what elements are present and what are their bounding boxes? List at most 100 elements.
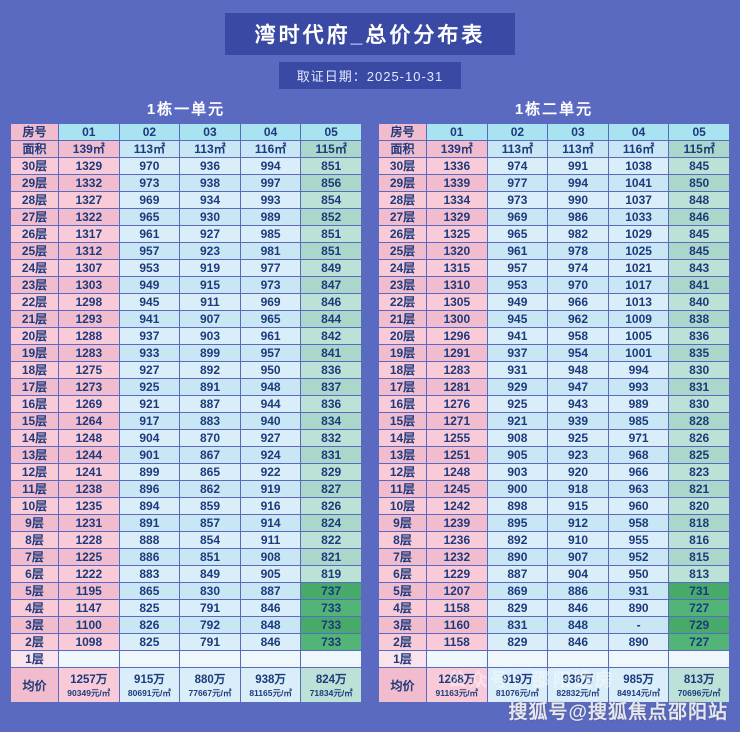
price-cell: 1327 <box>59 192 119 208</box>
price-cell: 1009 <box>608 311 669 327</box>
price-cell: 966 <box>608 464 669 480</box>
price-cell: 903 <box>487 464 548 480</box>
average-total: 936万 <box>562 674 594 686</box>
price-cell: 1242 <box>427 498 487 514</box>
floor-label: 18层 <box>379 362 426 378</box>
price-cell: 973 <box>240 277 301 293</box>
floor-label: 16层 <box>379 396 426 412</box>
average-unit-price: 90349元/㎡ <box>67 688 111 698</box>
price-cell: 1255 <box>427 430 487 446</box>
price-cell: 887 <box>487 566 548 582</box>
price-cell: 1305 <box>427 294 487 310</box>
price-cell: 1339 <box>427 175 487 191</box>
price-cell: 973 <box>487 192 548 208</box>
floor-label: 2层 <box>379 634 426 650</box>
price-cell: 1336 <box>427 158 487 174</box>
area-value: 113㎡ <box>487 141 548 157</box>
room-corner-label: 房号 <box>11 124 58 140</box>
price-cell: 923 <box>180 243 240 259</box>
price-cell: 929 <box>487 379 548 395</box>
floor-label: 13层 <box>11 447 58 463</box>
price-cell: 907 <box>548 549 608 565</box>
floor-label: 19层 <box>379 345 426 361</box>
price-table-unit2: 房号 01 02 03 04 05 面积 139㎡ 113㎡ 113㎡ 116㎡ 115㎡ 30层 133… <box>378 123 730 703</box>
price-cell: 945 <box>119 294 180 310</box>
price-cell: 1158 <box>427 634 487 650</box>
price-cell: 836 <box>669 328 729 344</box>
price-cell <box>427 651 487 667</box>
price-cell: 920 <box>548 464 608 480</box>
price-cell: 733 <box>301 617 361 633</box>
price-cell: 890 <box>487 549 548 565</box>
price-cell: 1283 <box>59 345 119 361</box>
price-cell: 883 <box>180 413 240 429</box>
average-total: 824万 <box>315 674 347 686</box>
price-cell: 981 <box>240 243 301 259</box>
price-cell: 895 <box>487 515 548 531</box>
floor-label: 23层 <box>11 277 58 293</box>
price-cell: 971 <box>608 430 669 446</box>
price-cell: 827 <box>301 481 361 497</box>
price-cell: 948 <box>548 362 608 378</box>
average-unit-price: 81165元/㎡ <box>249 688 292 698</box>
header: 湾时代府_总价分布表 <box>0 0 740 55</box>
average-unit-price: 91163元/㎡ <box>435 688 479 698</box>
price-cell: 894 <box>119 498 180 514</box>
price-cell: 1098 <box>59 634 119 650</box>
price-cell: 985 <box>240 226 301 242</box>
price-cell: 832 <box>301 430 361 446</box>
price-cell: 985 <box>608 413 669 429</box>
price-cell: 921 <box>487 413 548 429</box>
price-cell: 994 <box>548 175 608 191</box>
price-cell: 1229 <box>427 566 487 582</box>
price-cell: 994 <box>608 362 669 378</box>
price-cell: 1041 <box>608 175 669 191</box>
price-cell: 977 <box>487 175 548 191</box>
price-cell: 912 <box>548 515 608 531</box>
price-cell: 892 <box>180 362 240 378</box>
price-cell: 901 <box>119 447 180 463</box>
price-cell: 865 <box>119 583 180 599</box>
floor-label: 21层 <box>379 311 426 327</box>
price-cell <box>301 651 361 667</box>
average-unit-price: 70696元/㎡ <box>677 688 721 698</box>
price-cell: 937 <box>487 345 548 361</box>
price-cell: 950 <box>240 362 301 378</box>
floor-label: 2层 <box>11 634 58 650</box>
price-cell: 957 <box>487 260 548 276</box>
price-cell: 962 <box>548 311 608 327</box>
price-cell: 733 <box>301 634 361 650</box>
price-cell: 947 <box>548 379 608 395</box>
price-cell: 1021 <box>608 260 669 276</box>
floor-label: 14层 <box>11 430 58 446</box>
price-cell: 960 <box>608 498 669 514</box>
floor-label: 26层 <box>11 226 58 242</box>
price-cell: 1001 <box>608 345 669 361</box>
price-cell: 922 <box>240 464 301 480</box>
average-cell: 938万 81165元/㎡ <box>240 668 301 702</box>
room-number-header: 02 <box>119 124 180 140</box>
price-cell: 1248 <box>59 430 119 446</box>
price-cell: 848 <box>669 192 729 208</box>
price-cell: 845 <box>669 243 729 259</box>
floor-label: 22层 <box>11 294 58 310</box>
price-cell: 994 <box>240 158 301 174</box>
price-cell: 1244 <box>59 447 119 463</box>
floor-label: 17层 <box>379 379 426 395</box>
floor-label: 12层 <box>11 464 58 480</box>
price-cell: 815 <box>669 549 729 565</box>
price-cell: 845 <box>669 158 729 174</box>
price-cell: 910 <box>548 532 608 548</box>
price-cell: 898 <box>487 498 548 514</box>
unit-title-1: 1栋一单元 <box>146 101 226 118</box>
price-cell: 974 <box>487 158 548 174</box>
price-cell: 887 <box>240 583 301 599</box>
floor-label: 3层 <box>11 617 58 633</box>
floor-label: 9层 <box>11 515 58 531</box>
price-cell <box>608 651 669 667</box>
area-value: 113㎡ <box>180 141 240 157</box>
price-cell <box>548 651 608 667</box>
price-cell: 927 <box>119 362 180 378</box>
average-cell: 1268万 91163元/㎡ <box>427 668 487 702</box>
price-cell: 900 <box>487 481 548 497</box>
